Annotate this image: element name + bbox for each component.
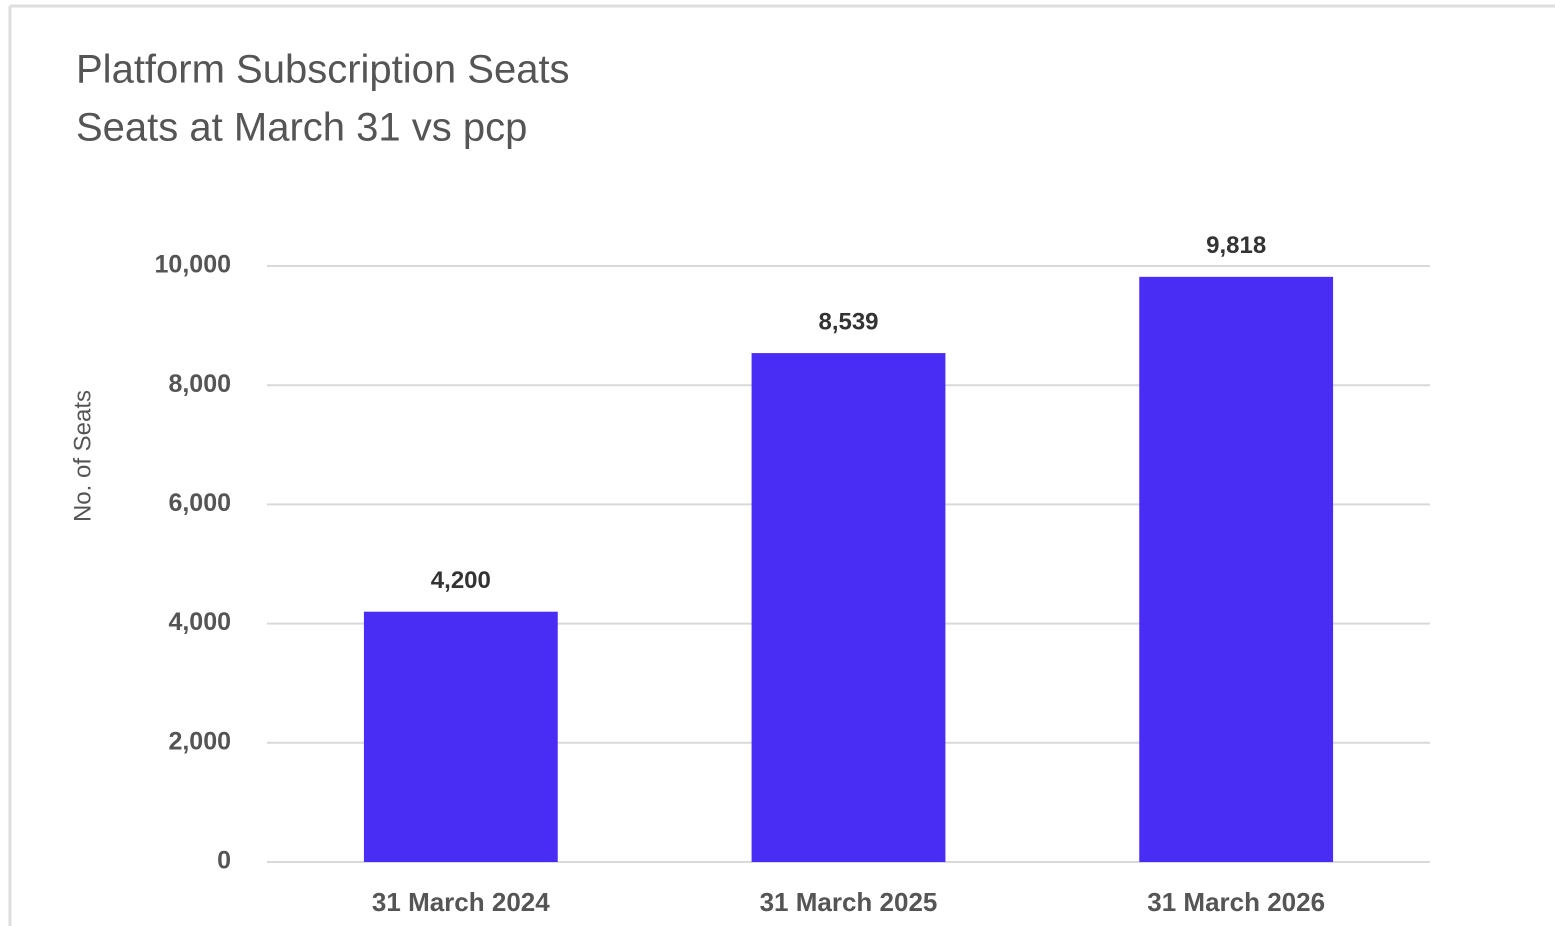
value-label: 4,200 — [431, 567, 491, 594]
chart-title: Platform Subscription Seats — [76, 48, 570, 92]
value-label: 9,818 — [1206, 232, 1266, 259]
y-tick-label: 2,000 — [168, 727, 231, 755]
y-tick-label: 4,000 — [168, 608, 231, 636]
bar — [363, 611, 558, 862]
bar — [1139, 276, 1334, 863]
y-tick-label: 6,000 — [168, 489, 231, 517]
y-tick-label: 10,000 — [155, 251, 231, 279]
y-axis-label: No. of Seats — [69, 390, 96, 522]
y-tick-label: 0 — [217, 847, 231, 875]
y-tick-label: 8,000 — [168, 370, 231, 398]
chart-subtitle: Seats at March 31 vs pcp — [76, 106, 527, 150]
value-label: 8,539 — [818, 308, 878, 335]
x-tick-label: 31 March 2025 — [760, 887, 938, 917]
x-tick-label: 31 March 2026 — [1147, 887, 1325, 917]
bar — [751, 353, 946, 862]
x-tick-label: 31 March 2024 — [372, 887, 550, 917]
